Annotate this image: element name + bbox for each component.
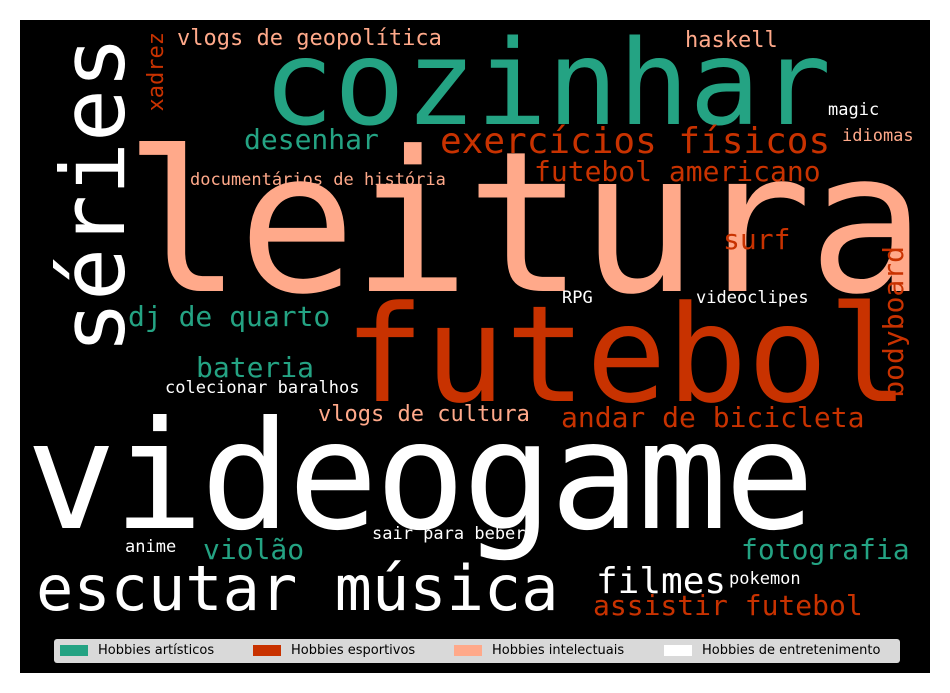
word-violao: violão: [203, 533, 305, 566]
word-filmes: filmes: [596, 561, 727, 602]
word-magic: magic: [828, 100, 880, 120]
legend-item-entretenimento: Hobbies de entretenimento: [664, 643, 880, 658]
word-xadrez: xadrez: [144, 32, 169, 112]
word-assistir-futebol: assistir futebol: [593, 589, 863, 622]
word-leitura: leitura: [124, 110, 926, 338]
word-desenhar: desenhar: [244, 123, 379, 156]
word-pokemon: pokemon: [729, 569, 801, 589]
word-cloud: cozinhar leitura séries futebol videogam…: [20, 20, 930, 673]
legend-label-entretenimento: Hobbies de entretenimento: [702, 643, 881, 658]
word-fotografia: fotografia: [741, 533, 910, 566]
word-series: séries: [42, 36, 145, 354]
word-dj-de-quarto: dj de quarto: [128, 300, 331, 333]
word-vlogs-geopolitica: vlogs de geopolítica: [177, 26, 442, 51]
word-sair-para-beber: sair para beber: [372, 524, 526, 544]
word-anime: anime: [125, 537, 177, 557]
word-colecionar-baralhos: colecionar baralhos: [165, 378, 360, 398]
word-videoclipes: videoclipes: [696, 288, 809, 308]
legend-label-intelectuais: Hobbies intelectuais: [492, 643, 625, 658]
word-futebol-americano: futebol americano: [534, 155, 821, 188]
legend-swatch-artisticos: [60, 645, 88, 656]
word-idiomas: idiomas: [842, 126, 914, 146]
word-futebol: futebol: [344, 277, 909, 433]
word-vlogs-cultura: vlogs de cultura: [318, 402, 530, 427]
word-cozinhar: cozinhar: [263, 20, 832, 152]
word-escutar-musica: escutar música: [36, 552, 559, 625]
legend-item-esportivos: Hobbies esportivos: [253, 643, 415, 658]
legend-swatch-intelectuais: [454, 645, 482, 656]
legend-label-esportivos: Hobbies esportivos: [291, 643, 416, 658]
legend: Hobbies artísticos Hobbies esportivos Ho…: [54, 639, 900, 663]
legend-item-artisticos: Hobbies artísticos: [60, 643, 214, 658]
word-exercicios-fisicos: exercícios físicos: [440, 121, 831, 162]
legend-label-artisticos: Hobbies artísticos: [98, 643, 215, 658]
legend-item-intelectuais: Hobbies intelectuais: [454, 643, 624, 658]
word-bateria: bateria: [196, 351, 315, 384]
word-andar-bicicleta: andar de bicicleta: [561, 401, 865, 434]
word-documentarios-historia: documentários de história: [190, 170, 446, 190]
word-haskell: haskell: [685, 28, 778, 53]
word-rpg: RPG: [562, 288, 593, 308]
word-bodyboard: bodyboard: [877, 246, 910, 398]
word-videogame: videogame: [26, 390, 815, 564]
legend-swatch-esportivos: [253, 645, 281, 656]
legend-swatch-entretenimento: [664, 645, 692, 656]
word-surf: surf: [723, 223, 791, 256]
